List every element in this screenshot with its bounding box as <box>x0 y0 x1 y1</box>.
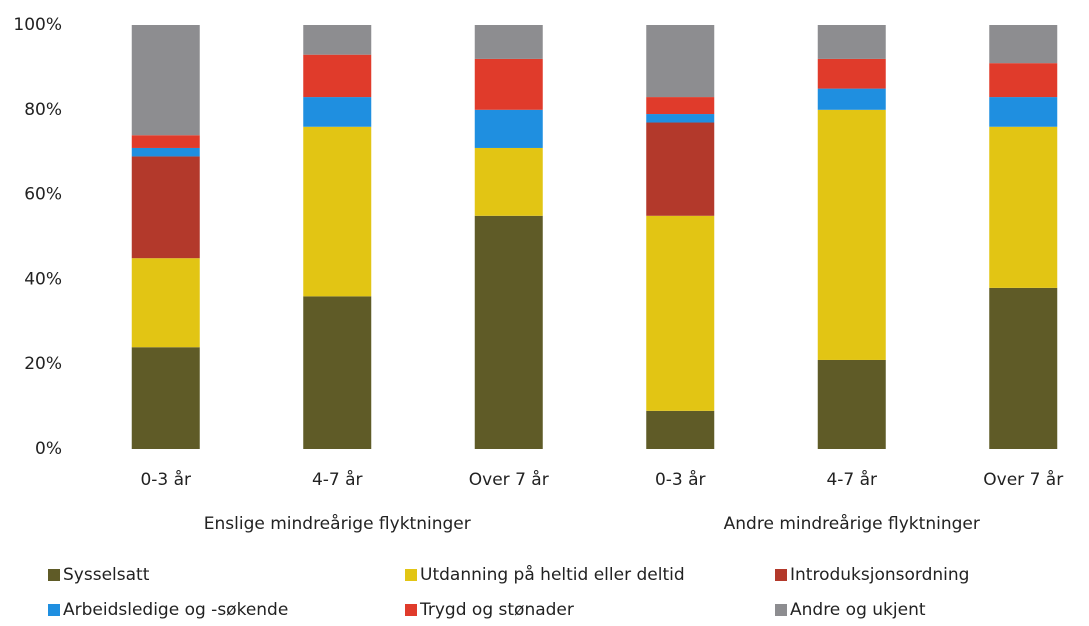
bar-segment <box>989 287 1058 449</box>
legend-swatch <box>775 569 787 581</box>
bar-segment <box>131 347 200 449</box>
bar-segment <box>817 88 886 110</box>
legend-label: Utdanning på heltid eller deltid <box>420 564 685 585</box>
bar-segment <box>474 109 543 148</box>
x-tick-label: 4-7 år <box>826 469 877 490</box>
bar-segment <box>474 58 543 110</box>
y-tick-label: 60% <box>24 185 62 205</box>
y-tick-label: 40% <box>24 269 62 289</box>
bar-segment <box>646 410 715 449</box>
group-label: Andre mindreårige flyktninger <box>724 513 980 534</box>
legend-label: Arbeidsledige og -søkende <box>63 600 288 620</box>
legend-label: Sysselsatt <box>63 565 150 585</box>
bar-segment <box>303 25 372 55</box>
legend-swatch <box>48 569 60 581</box>
bar-segment <box>303 97 372 127</box>
bar-segment <box>131 258 200 348</box>
bar-segment <box>474 215 543 449</box>
bar-segment <box>646 114 715 123</box>
legend-swatch <box>405 604 417 616</box>
bar-segment <box>989 126 1058 288</box>
x-tick-label: Over 7 år <box>983 469 1063 490</box>
legend-label: Andre og ukjent <box>790 600 926 620</box>
bar-segment <box>817 109 886 360</box>
x-tick-label: 0-3 år <box>655 469 706 490</box>
y-tick-label: 80% <box>24 100 62 120</box>
bar-segment <box>131 147 200 157</box>
bar-segment <box>646 122 715 216</box>
bar-segment <box>303 126 372 297</box>
legend-label: Trygd og stønader <box>419 600 574 620</box>
legend-swatch <box>775 604 787 616</box>
x-tick-label: 4-7 år <box>312 469 363 490</box>
bar-segment <box>989 97 1058 127</box>
bar-segment <box>646 25 715 98</box>
legend-label: Introduksjonsordning <box>790 565 969 585</box>
y-tick-label: 100% <box>13 15 62 35</box>
group-label: Enslige mindreårige flyktninger <box>204 513 471 534</box>
bar-segment <box>989 25 1058 64</box>
bar-segment <box>474 147 543 216</box>
x-tick-label: Over 7 år <box>469 469 549 490</box>
legend-swatch <box>405 569 417 581</box>
y-tick-label: 0% <box>35 439 62 459</box>
bar-segment <box>131 135 200 148</box>
y-tick-label: 20% <box>24 354 62 374</box>
bar-segment <box>817 359 886 449</box>
bar-segment <box>303 54 372 98</box>
bar-segment <box>817 25 886 59</box>
bar-segment <box>646 215 715 411</box>
legend-swatch <box>48 604 60 616</box>
bar-segment <box>131 156 200 259</box>
bar-segment <box>131 25 200 136</box>
bar-segment <box>474 25 543 59</box>
bar-segment <box>817 58 886 89</box>
bar-segment <box>303 296 372 449</box>
bar-segment <box>989 63 1058 98</box>
x-tick-label: 0-3 år <box>140 469 191 490</box>
bar-segment <box>646 97 715 115</box>
